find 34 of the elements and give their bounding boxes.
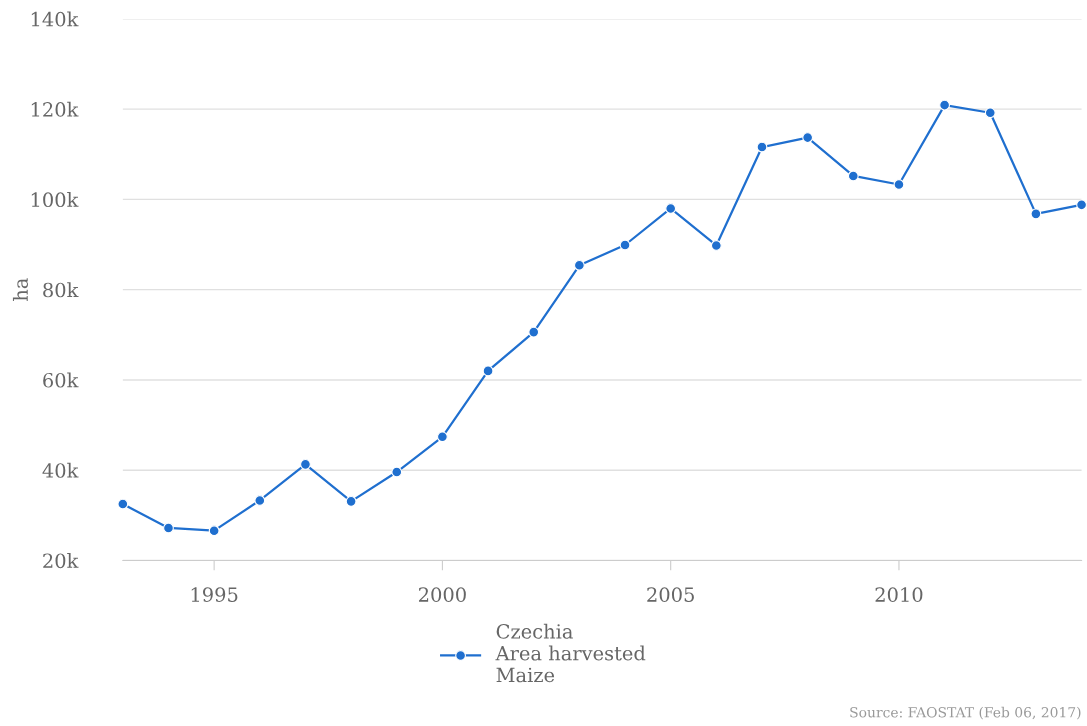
y-tick-label: 80k <box>43 282 79 298</box>
y-tick-label: 40k <box>42 462 79 478</box>
point <box>573 259 585 271</box>
point <box>300 458 311 470</box>
point <box>391 466 403 478</box>
y-tick-label: 100k <box>31 192 79 208</box>
point <box>619 239 631 251</box>
point <box>345 495 357 507</box>
point <box>1030 208 1042 220</box>
y-tick-label: 60k <box>43 372 79 388</box>
point <box>117 498 129 510</box>
point <box>984 107 996 119</box>
point <box>756 141 768 153</box>
point <box>939 99 951 111</box>
point <box>802 132 814 143</box>
x-tick-label: 2005 <box>647 587 694 602</box>
x-tick-label: 1995 <box>191 587 238 602</box>
point <box>710 240 722 251</box>
y-axis-title: ha <box>12 278 28 302</box>
y-tick-label: 140k <box>31 11 79 27</box>
point <box>847 170 859 182</box>
point <box>163 522 174 534</box>
point <box>1076 199 1087 211</box>
point <box>893 179 905 190</box>
point <box>528 326 540 338</box>
x-tick-label: 2000 <box>418 587 466 602</box>
x-tick-label: 2010 <box>875 587 923 602</box>
point <box>482 365 494 377</box>
source-note: Source: FAOSTAT (Feb 06, 2017) <box>850 706 1081 720</box>
y-tick-label: 20k <box>43 553 79 569</box>
y-tick-label: 120k <box>31 101 79 117</box>
point <box>665 203 677 214</box>
point <box>254 495 266 506</box>
legend-label: Czechia Area harvested Maize <box>495 623 646 683</box>
